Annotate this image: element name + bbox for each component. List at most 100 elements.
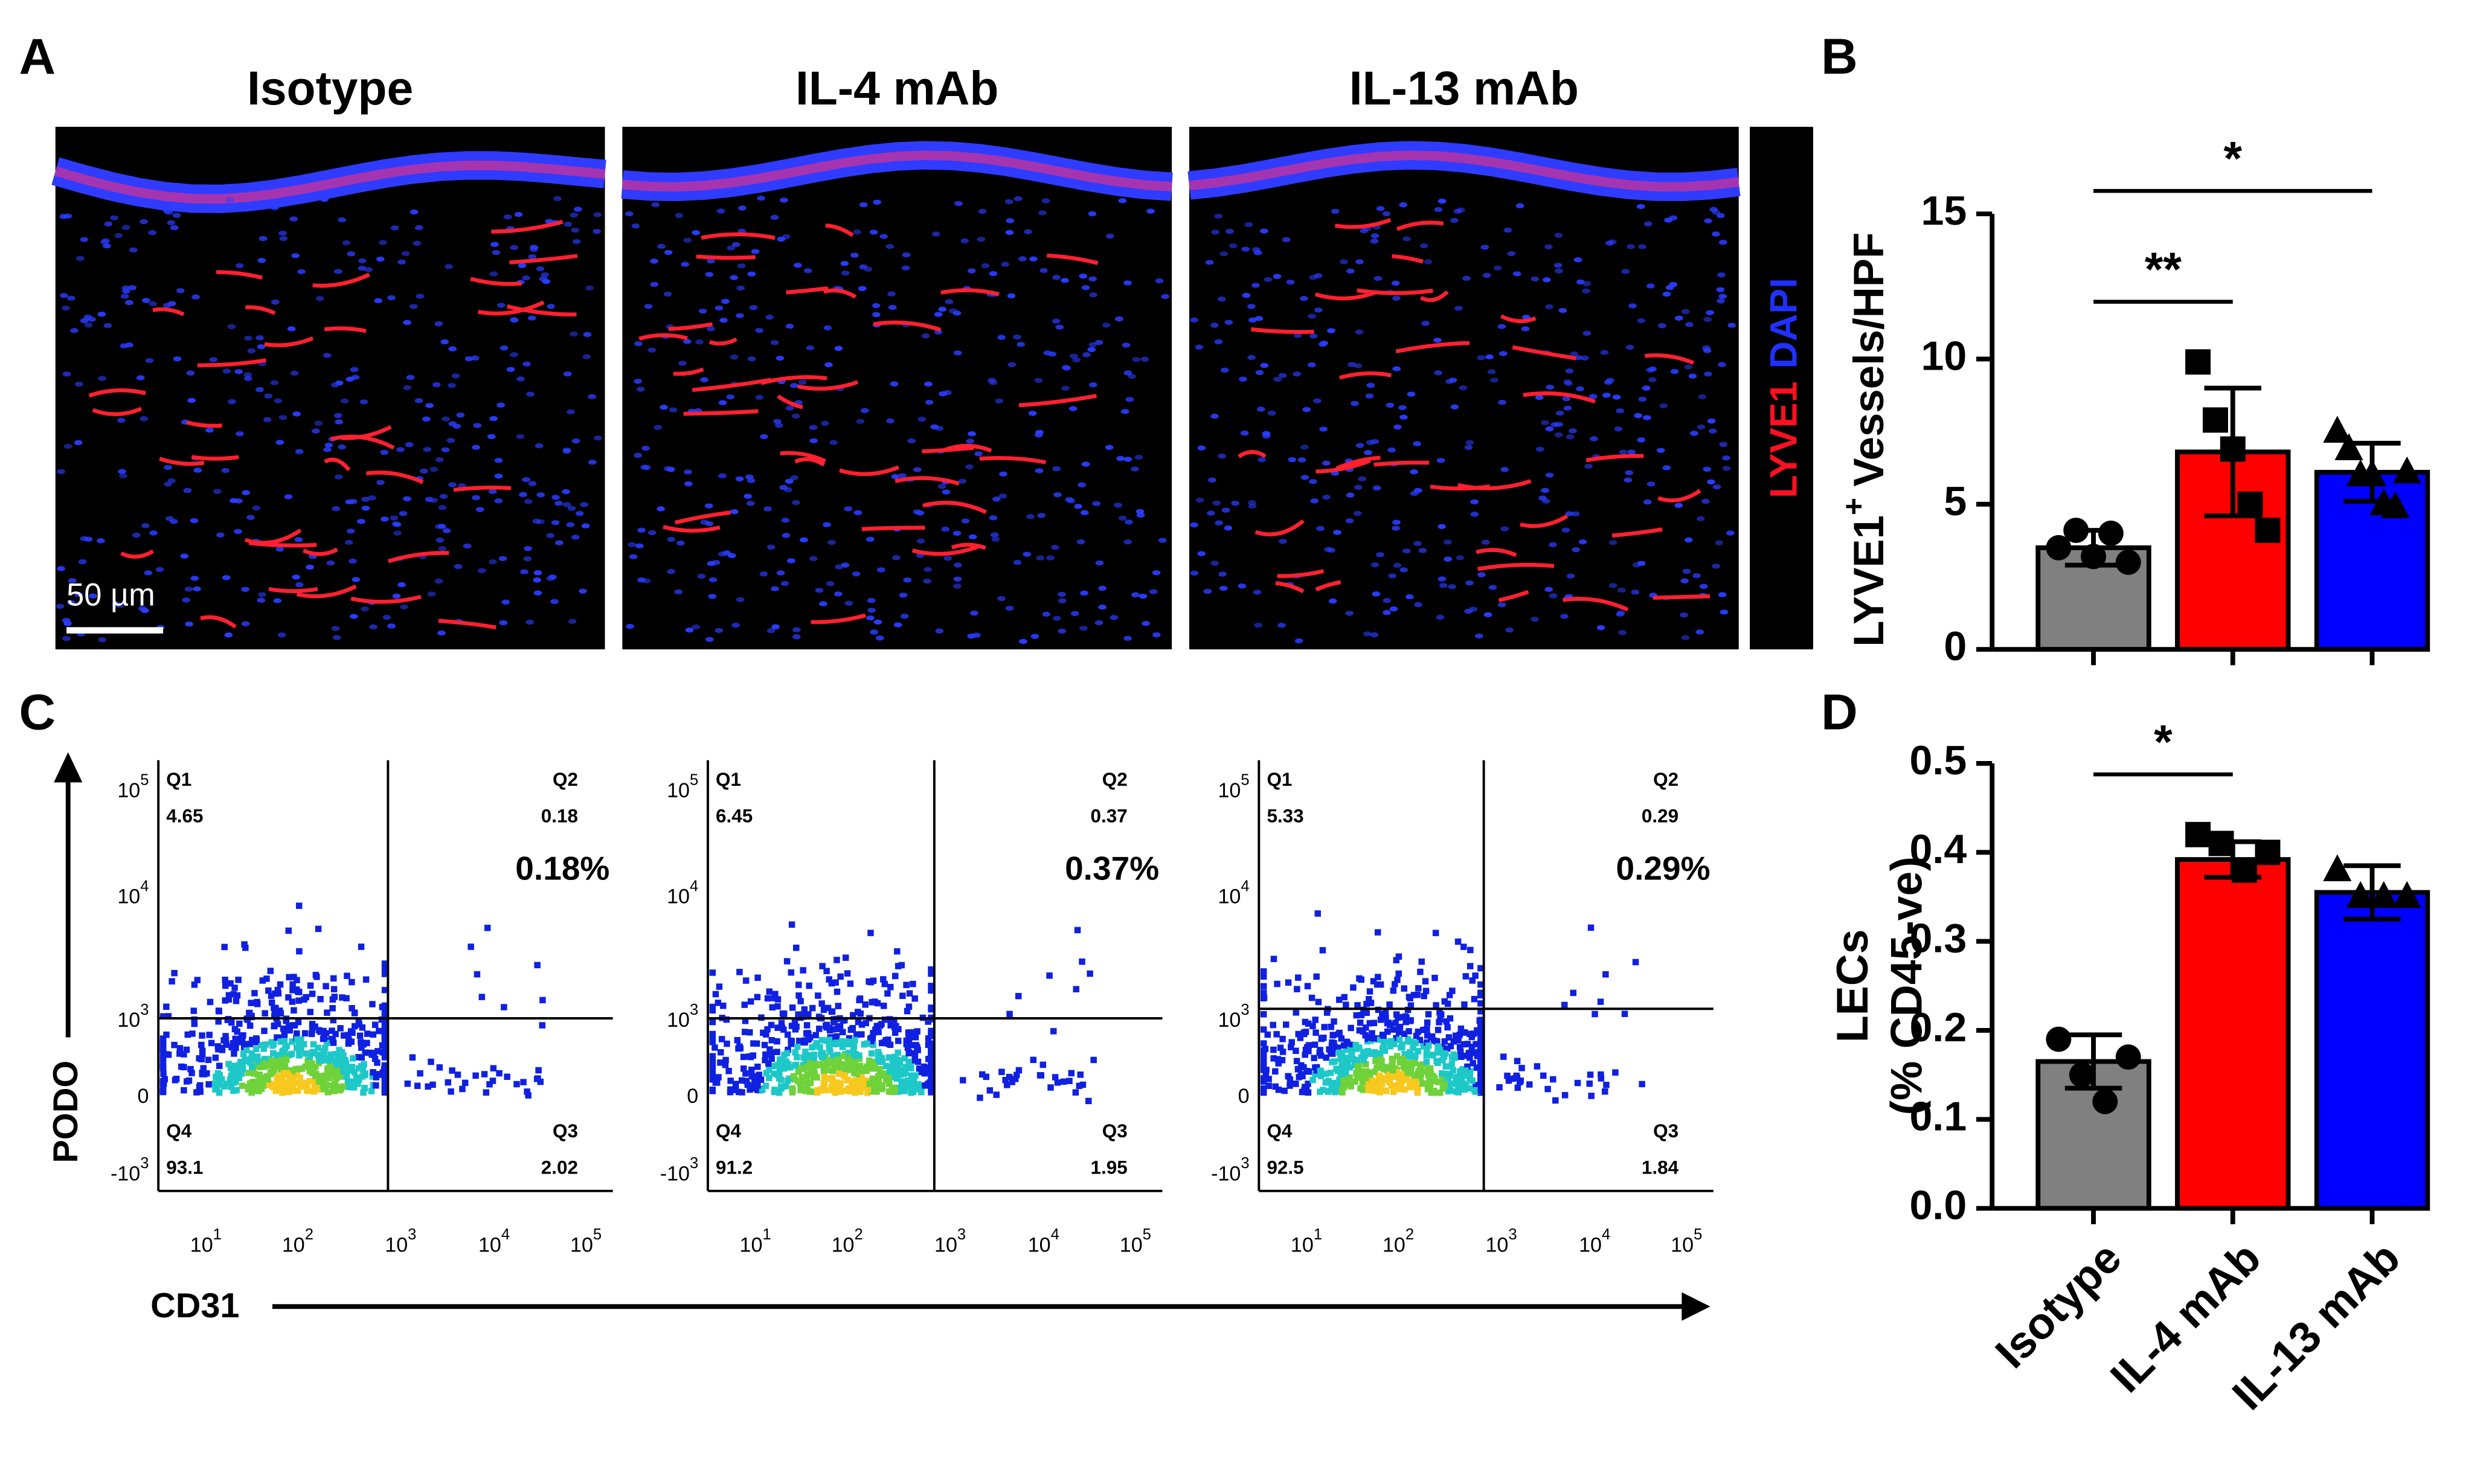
event [880,976,887,983]
nucleus [1052,275,1061,280]
event [1448,1060,1456,1067]
nucleus [644,304,653,309]
event [315,1078,323,1085]
nucleus [1080,590,1088,596]
nucleus [1158,538,1167,543]
nucleus [1715,540,1724,545]
vessel [825,223,854,237]
nucleus [132,532,141,538]
event [1363,1061,1369,1068]
event [294,1030,300,1037]
event [216,1081,222,1088]
nucleus [1061,365,1070,370]
event [742,977,750,984]
vessel [944,443,992,453]
nucleus [1720,609,1729,615]
event [275,990,282,997]
nucleus [1541,420,1549,426]
event [381,986,388,994]
event [764,1026,771,1033]
event [1450,1067,1457,1074]
event [715,1074,722,1081]
event [1405,1065,1412,1072]
event [257,1064,263,1070]
nucleus [1684,537,1693,543]
data-point [2323,854,2352,882]
event [241,941,248,948]
event [1076,1082,1083,1090]
nucleus [494,498,503,504]
event [199,1047,206,1055]
event [1367,1000,1375,1006]
nucleus [1042,611,1051,617]
event [1323,1009,1331,1016]
event [467,943,474,950]
data-point [2255,840,2281,866]
flow-x-tick-exp: 2 [855,1226,863,1243]
event [864,1040,871,1047]
nucleus [1322,460,1331,466]
event [818,1053,826,1061]
event [307,1009,313,1015]
nucleus [84,323,93,328]
nucleus [625,211,634,217]
event [1431,1089,1438,1096]
vessel [200,615,237,629]
event [911,1051,919,1058]
flow-x-tick-exp: 3 [408,1226,416,1243]
nucleus [1707,418,1716,424]
event [284,1070,291,1077]
event [885,1074,892,1081]
nucleus [277,632,286,638]
nucleus [819,601,827,606]
nucleus [751,249,760,254]
nucleus [1433,338,1442,343]
event [896,1071,903,1078]
event [1353,1046,1360,1052]
event [159,1065,167,1071]
nucleus [800,537,808,543]
event [345,1040,352,1047]
nucleus [420,468,428,474]
event [227,980,234,987]
nucleus [859,202,868,208]
event [709,1053,716,1060]
event [1358,1012,1365,1018]
nucleus [551,495,560,500]
event [358,943,365,950]
event [1366,1020,1373,1027]
data-point [2323,416,2352,443]
event [1454,938,1462,945]
nucleus [1560,614,1569,619]
event [1317,1067,1324,1074]
nucleus [306,564,314,570]
nucleus [1685,322,1694,327]
nucleus [1088,276,1097,282]
event [1376,1084,1383,1091]
nucleus [1413,441,1421,446]
event [285,1023,292,1029]
event [301,996,307,1003]
y-tick-label: 5 [1944,478,1967,524]
event [1312,1017,1319,1023]
event [834,988,841,995]
event [1360,1056,1367,1064]
nucleus [144,570,153,576]
nucleus [571,228,580,233]
event [754,1076,761,1083]
nucleus [1503,227,1512,233]
event [1404,1076,1410,1083]
event [1354,1002,1361,1009]
nucleus [637,527,646,533]
nucleus [1123,280,1132,286]
event [1372,1068,1378,1075]
event [266,1082,273,1088]
event [281,1030,288,1038]
event [893,1075,901,1082]
event [484,925,491,931]
event [371,1055,379,1062]
event [291,974,297,980]
nucleus [1074,504,1082,509]
nucleus [1637,437,1646,443]
nucleus [567,506,576,511]
